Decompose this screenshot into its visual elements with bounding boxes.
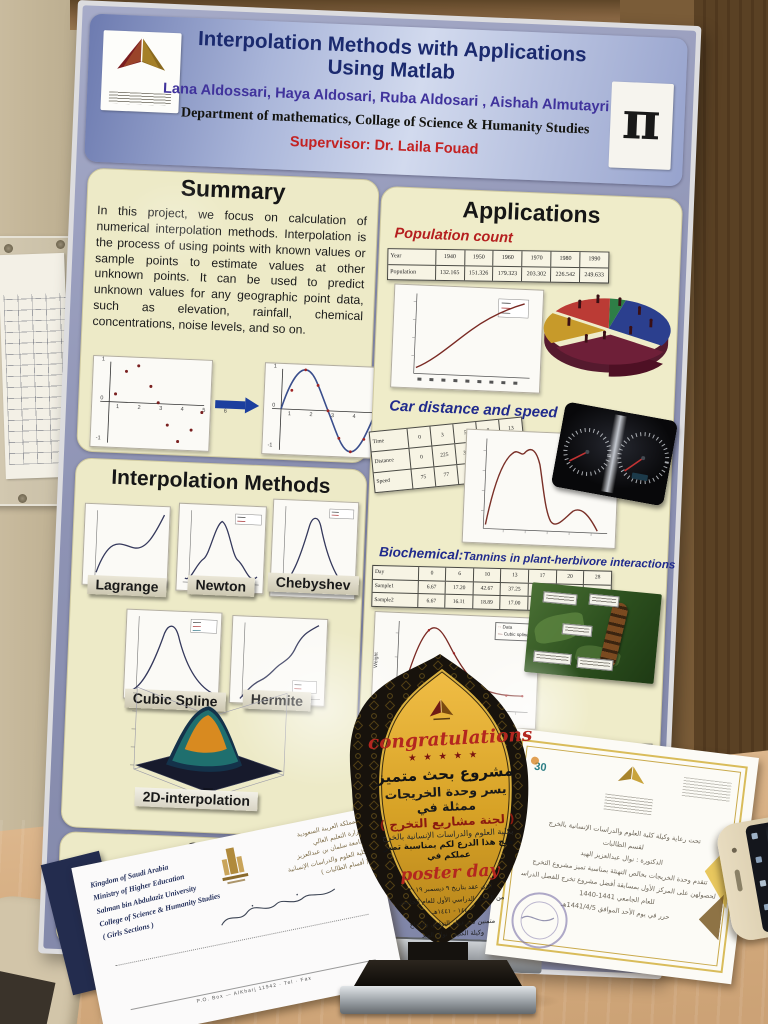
ytick: -1 [267,442,273,449]
trophy-text: congratulations ★ ★ ★ ★ ★ مشروع بحث متمي… [366,694,533,944]
stamp-icon [508,889,571,952]
method-label-newton: Newton [187,575,255,597]
population-line-chart [390,283,545,394]
table-cell: 1950 [463,250,493,266]
table-cell: 151.326 [463,265,493,281]
letterhead-english: Kingdom of Saudi Arabia Ministry of Highe… [89,850,225,943]
left-letter: Kingdom of Saudi Arabia Ministry of Highe… [71,807,405,1024]
sample-points-plot: 1 0 -1 1 2 3 4 5 6 [89,354,236,452]
table-cell: 37.25 [500,582,528,597]
ministry-logo-icon [221,847,249,885]
ytick: 0 [100,395,104,402]
trophy-shield [349,654,529,946]
ytick: 1 [273,363,278,370]
arrow-icon [215,396,260,414]
table-cell: Population [390,268,417,276]
surface-label: 2D-interpolation [134,787,259,812]
table-cell: 18.89 [472,595,501,610]
table-cell: 3 [429,424,455,446]
sine-curve-plot: 1 0 -1 1 2 3 4 5 6 [261,362,407,460]
car-heading: Car distance and speed [388,397,558,422]
table-cell: 75 [410,467,436,489]
surface-2d-interpolation-plot [130,686,288,803]
photo-label-chip [542,591,578,606]
table-cell: 132.165 [434,265,464,281]
table-cell: Speed [376,478,391,486]
table-cell: 10 [472,568,501,582]
trophy-main-lines: مشروع بحث متميز يسر وحدة الخريجات ممثلة ف… [369,761,524,865]
methods-panel: Interpolation Methods [60,457,368,840]
notice-screw [18,494,27,503]
handwritten-note [221,888,336,926]
population-heading: Population count [394,225,514,247]
table-cell: Year [390,253,402,260]
table-cell: 1980 [550,251,580,267]
table-cell: 1970 [521,251,551,267]
table-cell: 20 [555,570,584,584]
poster-title: Interpolation Methods with Applications … [180,27,604,91]
notice-screw [56,240,65,249]
trophy-footer-lines: الذي عقد بتاريخ ٩ ديسمبر ٢٠١٩ من الفصل ال… [375,879,528,944]
legend-spline: — Cubic spline [497,631,529,638]
trophy-plinth [354,960,522,986]
speedometer-photo [551,402,678,506]
table-cell: 17.00 [499,596,528,610]
ytick: 0 [272,402,276,409]
table-cell: 17 [527,569,556,584]
table-cell: Day [375,569,385,576]
wall-right-door [694,0,768,790]
table-cell: 6 [445,567,474,582]
table-cell: 0 [417,567,446,581]
right-certificate: 30 تحت رعاية وكيلة كلية العلوم والدراسات… [485,727,759,985]
table-cell: 225 [431,444,457,467]
trophy-logo-icon [429,699,454,721]
summary-panel: Summary In this project, we focus on cal… [76,167,407,464]
flash-glare [120,180,230,270]
trophy-base [340,986,536,1014]
table-cell: Sample2 [374,596,394,604]
app-icon [763,903,768,911]
table-cell: 28 [583,571,612,585]
poster-surface: π Interpolation Methods with Application… [43,5,697,975]
cubic-spline-plot [122,608,223,703]
table-cell: 16.11 [444,595,473,609]
table-cell: 77 [433,464,459,487]
trophy-neck [408,942,468,962]
photo-label-chip [576,656,614,672]
certificate-book-logo-icon [617,765,645,785]
method-label-lagrange: Lagrange [87,574,167,598]
phone-camera-dot [731,847,738,854]
ytick: -1 [95,435,101,442]
table-cell: 17.20 [444,581,473,595]
poster-board: π Interpolation Methods with Application… [38,0,702,980]
table-cell: 13 [500,569,529,583]
open-book-icon [117,37,166,71]
table-cell: 1960 [492,250,522,266]
app-icon [751,832,759,840]
phone-screen [744,816,768,933]
ytick: 1 [101,356,106,363]
table-cell: Sample1 [374,582,395,590]
table-cell: 0 [406,426,432,449]
app-icon [755,856,763,864]
trophy: congratulations ★ ★ ★ ★ ★ مشروع بحث متمي… [318,650,558,1022]
university-logo [100,30,182,114]
poster-header: π Interpolation Methods with Application… [84,13,688,187]
table-cell: 42.67 [472,582,501,596]
method-label-chebyshev: Chebyshev [267,572,359,596]
app-icon [759,879,767,887]
methods-title: Interpolation Methods [110,465,331,498]
biochemical-heading-strong: Biochemical: [378,544,464,563]
population-pie-chart [543,294,671,377]
table-cell: 6.67 [417,580,446,595]
notice-screw [4,244,13,253]
table-cell: 0 [408,446,434,469]
phone-speaker [734,869,744,892]
table-cell: 1940 [434,249,464,265]
table-cell: 6.67 [416,594,445,608]
table-cell: 179.323 [492,266,522,282]
table-cell: 1990 [579,252,609,268]
photo-label-chip [588,593,620,608]
